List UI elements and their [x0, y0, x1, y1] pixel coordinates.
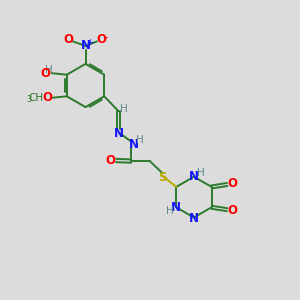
Text: H: H	[136, 135, 143, 145]
Text: O: O	[227, 177, 237, 190]
Text: -: -	[104, 32, 108, 43]
Text: H: H	[167, 206, 174, 217]
Text: O: O	[96, 33, 106, 46]
Text: O: O	[41, 67, 51, 80]
Text: O: O	[227, 204, 237, 217]
Text: N: N	[189, 170, 199, 183]
Text: O: O	[106, 154, 116, 167]
Text: N: N	[114, 127, 124, 140]
Text: O: O	[64, 33, 74, 46]
Text: N: N	[80, 39, 91, 52]
Text: H: H	[45, 65, 53, 75]
Text: N: N	[129, 138, 139, 151]
Text: N: N	[189, 212, 199, 225]
Text: N: N	[171, 201, 181, 214]
Text: +: +	[86, 38, 94, 47]
Text: 3: 3	[27, 95, 32, 104]
Text: CH: CH	[28, 93, 44, 103]
Text: H: H	[196, 168, 204, 178]
Text: H: H	[120, 104, 128, 114]
Text: O: O	[42, 91, 52, 104]
Text: S: S	[158, 171, 167, 184]
